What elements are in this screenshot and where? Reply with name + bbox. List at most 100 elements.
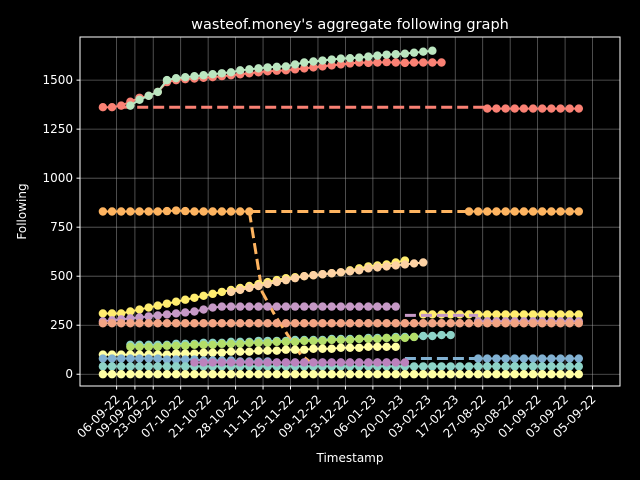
data-point [245,283,254,293]
data-point [318,270,327,279]
data-point [171,370,181,379]
data-point [217,287,227,297]
data-point [510,319,519,328]
data-point [364,342,373,351]
data-point [409,259,419,268]
data-point [245,338,254,348]
data-point [364,358,373,367]
data-point [446,330,455,340]
data-point [382,57,391,67]
data-point [171,319,181,328]
data-point [419,58,428,67]
data-point [501,370,510,379]
data-point [574,310,584,319]
data-point [208,340,217,350]
data-point [382,358,391,367]
data-point [528,319,538,328]
data-point [272,337,281,347]
data-point [483,104,492,113]
data-point [98,370,108,379]
data-point [574,104,584,113]
data-point [483,310,492,319]
data-point [190,307,199,316]
data-point [181,319,190,328]
data-point [126,370,135,379]
data-point [327,302,336,311]
data-point [281,358,291,367]
data-point [538,354,547,363]
data-point [382,333,391,343]
data-point [501,207,510,216]
y-tick-label: 1000 [42,171,73,185]
data-point [281,345,291,354]
data-point [199,319,208,328]
data-point [281,319,291,328]
data-point [382,370,391,379]
data-point [162,206,172,216]
data-point [373,58,382,67]
data-point [217,207,227,216]
data-point [226,347,236,356]
data-point [336,60,346,69]
data-point [107,362,117,371]
data-point [309,63,318,72]
data-point [318,344,327,353]
data-point [556,207,565,216]
data-point [290,358,300,367]
data-point [309,358,318,367]
data-point [217,319,227,328]
data-point [144,303,153,312]
data-point [547,370,556,379]
data-point [162,370,172,379]
data-point [510,104,519,113]
data-point [409,332,419,342]
x-axis-label: Timestamp [316,451,384,465]
data-point [492,310,501,319]
data-point [391,370,400,379]
data-point [226,319,236,328]
data-point [327,61,336,70]
data-point [364,52,373,61]
data-point [345,302,355,311]
data-point [400,333,410,343]
data-point [254,302,263,311]
data-point [208,289,217,299]
data-point [364,319,373,328]
data-point [327,370,336,379]
data-point [126,207,135,216]
data-point [336,54,346,63]
data-point [391,319,400,328]
data-point [382,319,391,328]
data-point [336,358,346,367]
data-point [519,370,529,379]
data-point [354,319,364,328]
data-point [171,349,181,358]
data-point [528,370,538,379]
data-point [290,273,300,283]
data-point [190,319,199,328]
data-point [107,102,117,112]
data-point [574,362,584,371]
data-point [190,340,199,350]
data-point [135,370,144,379]
data-point [547,104,556,113]
data-point [254,281,263,291]
data-point [162,299,172,308]
data-point [437,370,446,379]
data-point [528,354,538,363]
data-point [144,319,153,328]
data-point [556,310,565,319]
data-point [510,207,519,216]
data-point [492,370,501,379]
data-point [199,291,208,301]
series-line [129,49,433,107]
data-point [300,302,309,311]
data-point [126,342,135,351]
data-point [373,370,382,379]
data-point [263,358,272,367]
data-point [290,337,300,347]
data-point [235,319,245,328]
data-point [437,330,446,340]
data-point [318,302,327,311]
data-point [409,319,419,328]
